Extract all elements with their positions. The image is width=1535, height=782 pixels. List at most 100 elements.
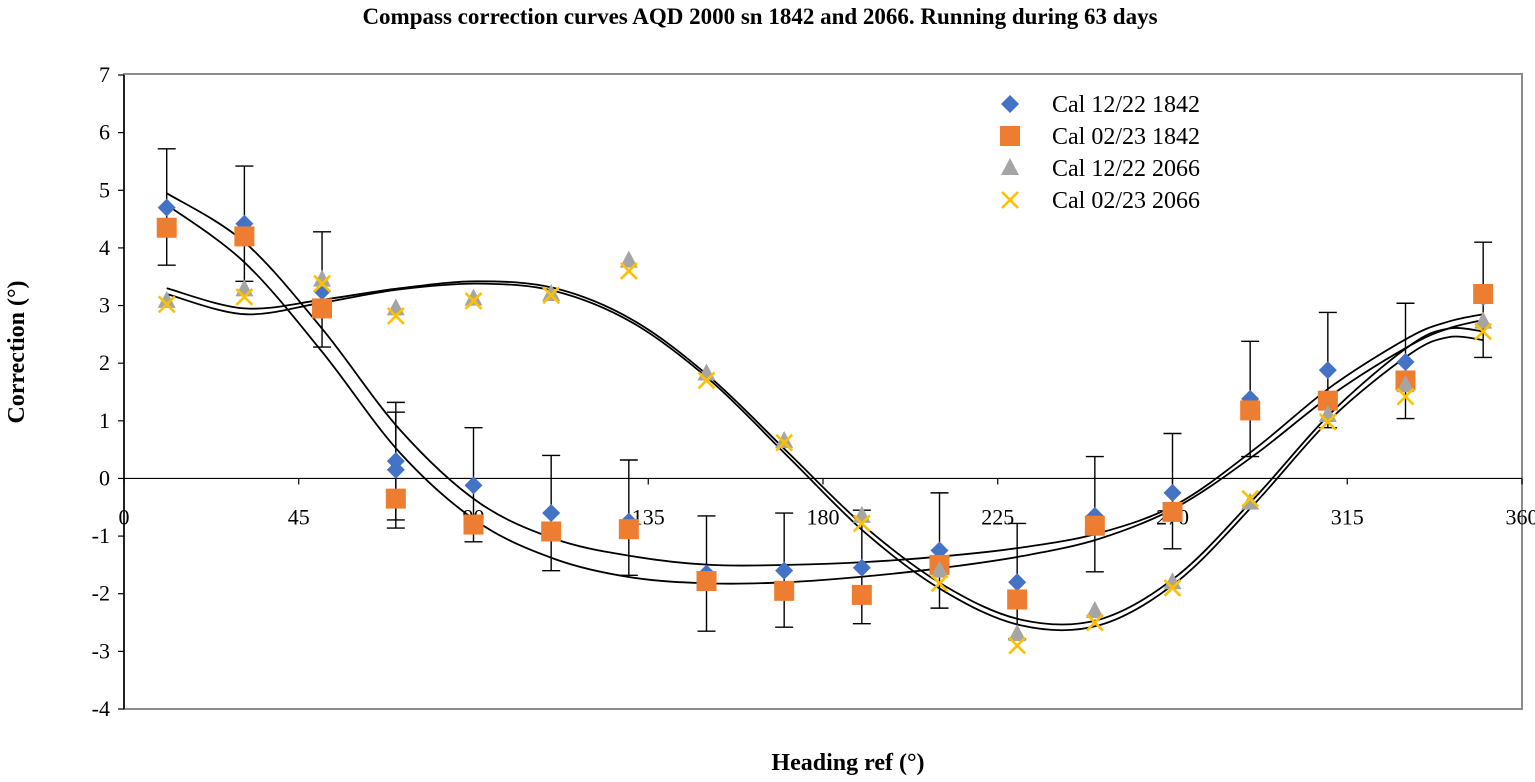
legend-label: Cal 02/23 2066 (1052, 188, 1200, 214)
legend-entry: Cal 02/23 1842 (1000, 124, 1200, 150)
x-axis-title: Heading ref (°) (771, 750, 924, 776)
x-tick-label: 225 (981, 504, 1014, 529)
data-point (1008, 636, 1027, 655)
y-tick-label: 0 (99, 465, 110, 490)
data-point (386, 298, 405, 316)
data-point (313, 274, 331, 293)
series-x (157, 262, 1493, 655)
data-point (157, 295, 176, 314)
legend-label: Cal 12/22 2066 (1052, 156, 1200, 182)
data-point (464, 288, 483, 306)
data-point (1240, 400, 1261, 421)
data-point (851, 584, 872, 605)
y-tick-label: -4 (92, 696, 110, 721)
legend: Cal 12/22 1842 Cal 02/23 1842 Cal 12/22 20… (1000, 92, 1200, 214)
data-point (775, 430, 794, 448)
y-tick-label: 2 (99, 350, 110, 375)
series-square (156, 217, 1494, 610)
legend-marker (1001, 95, 1019, 113)
data-point (1084, 515, 1105, 536)
fit-curve-fit-1842-a (166, 192, 1484, 567)
data-point (619, 262, 638, 280)
data-point (1473, 284, 1494, 305)
data-point (852, 505, 871, 523)
data-point (235, 287, 254, 306)
data-point (157, 198, 176, 217)
data-point (1318, 413, 1337, 431)
data-point (696, 571, 717, 592)
data-point (1008, 624, 1027, 642)
data-point (1008, 573, 1027, 592)
data-point (157, 290, 176, 308)
legend-marker (1000, 126, 1020, 146)
data-point (541, 521, 562, 542)
error-bars-group (157, 148, 1493, 640)
data-point (774, 580, 795, 601)
x-tick-label: 180 (807, 504, 840, 529)
data-point (1162, 501, 1183, 522)
y-tick-label: 1 (99, 408, 110, 433)
y-tick-label: -2 (92, 581, 110, 606)
data-point (697, 371, 716, 390)
x-tick-label: 45 (288, 504, 310, 529)
data-point (930, 560, 949, 578)
data-point (1474, 311, 1493, 329)
data-point (386, 460, 405, 479)
fit-curve-fit-2066-b (166, 282, 1484, 632)
y-tick-label: 5 (99, 177, 110, 202)
y-tick-label: 4 (99, 235, 110, 260)
data-points-group (156, 198, 1494, 655)
data-point (852, 514, 871, 533)
data-point (1163, 579, 1182, 597)
legend-label: Cal 02/23 1842 (1052, 124, 1200, 150)
data-point (618, 519, 639, 540)
y-tick-label: 3 (99, 293, 110, 318)
data-point (775, 561, 794, 580)
data-point (542, 504, 561, 523)
y-tick-label: 6 (99, 120, 110, 145)
data-point (1085, 613, 1104, 632)
legend-marker (1001, 158, 1019, 175)
data-point (542, 286, 561, 305)
data-point (619, 250, 638, 268)
data-point (1085, 601, 1104, 619)
chart-title: Compass correction curves AQD 2000 sn 18… (362, 4, 1157, 29)
data-point (775, 433, 794, 452)
y-tick-label: 7 (99, 62, 110, 87)
series-triangle (157, 250, 1493, 642)
data-point (463, 514, 484, 535)
data-point (852, 558, 871, 577)
data-point (464, 476, 483, 495)
data-point (1241, 492, 1260, 510)
legend-entry: Cal 02/23 2066 (1001, 188, 1200, 214)
data-point (385, 488, 406, 509)
legend-label: Cal 12/22 1842 (1052, 92, 1200, 118)
legend-entry: Cal 12/22 2066 (1001, 156, 1200, 182)
fit-curve-fit-1842-b (166, 203, 1484, 585)
data-point (542, 284, 561, 302)
fit-curves-group (166, 192, 1484, 632)
legend-entry: Cal 12/22 1842 (1001, 92, 1200, 118)
data-point (1396, 387, 1415, 406)
data-point (156, 217, 177, 238)
data-point (386, 307, 405, 325)
x-tick-label: 0 (119, 504, 130, 529)
legend-marker (1001, 191, 1019, 209)
y-axis-title: Correction (°) (4, 280, 30, 423)
data-point (1163, 483, 1182, 502)
data-point (1241, 489, 1260, 508)
data-point (312, 298, 333, 319)
data-point (1396, 375, 1415, 393)
data-point (1474, 322, 1493, 341)
data-point (930, 574, 949, 593)
data-point (1318, 361, 1337, 380)
data-point (1396, 353, 1415, 372)
data-point (1007, 589, 1028, 610)
fit-curve-fit-2066-a (166, 280, 1484, 626)
data-point (313, 269, 332, 287)
data-point (464, 292, 483, 310)
series-diamond (157, 198, 1493, 592)
data-point (234, 226, 255, 247)
